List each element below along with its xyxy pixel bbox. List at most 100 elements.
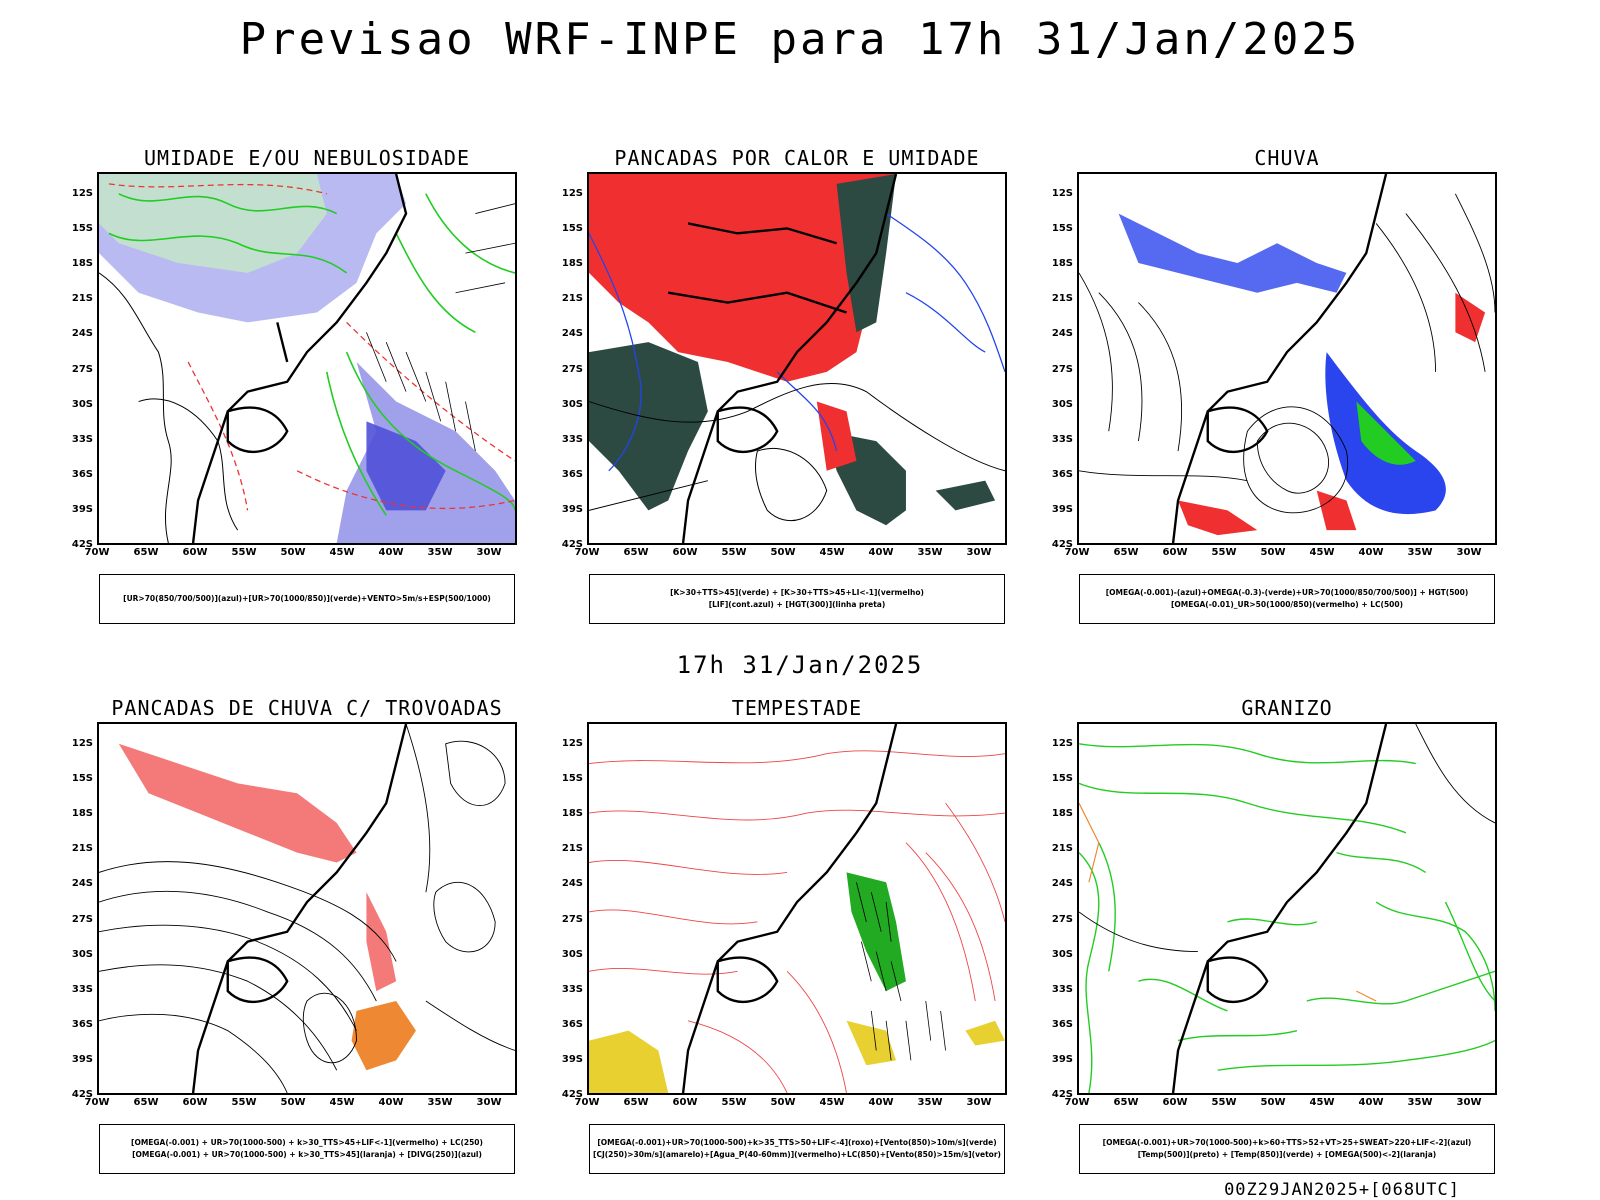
- forecast-time-label: 17h 31/Jan/2025: [676, 651, 924, 679]
- lat-tick-label: 21S: [71, 843, 93, 855]
- panel-legend: [OMEGA(-0.001)+UR>70(1000-500)+k>35_TTS>…: [589, 1124, 1005, 1174]
- lat-tick-label: 36S: [1051, 468, 1073, 480]
- panel-legend: [UR>70(850/700/500)](azul)+[UR>70(1000/8…: [99, 574, 515, 624]
- lon-axis: 70W 65W 60W 55W 50W 45W 40W 35W 30W: [575, 1097, 1007, 1111]
- lon-tick-label: 50W: [280, 547, 306, 558]
- lon-tick-label: 45W: [819, 1097, 845, 1108]
- lat-tick-label: 42S: [561, 539, 583, 550]
- lon-tick-label: 40W: [868, 547, 894, 558]
- panel-title: TEMPESTADE: [731, 696, 863, 720]
- lat-tick-label: 12S: [1051, 738, 1073, 749]
- panel-tempestade: TEMPESTADE 12S 15S 18S 21S 24S 27S 30S 33S 36S 39…: [547, 696, 1037, 1176]
- map-graphic: [99, 724, 515, 1093]
- lat-tick-label: 30S: [1051, 948, 1073, 960]
- lon-tick-label: 35W: [917, 1097, 943, 1108]
- lon-tick-label: 40W: [378, 1097, 404, 1108]
- map-graphic: [589, 724, 1005, 1093]
- lat-tick-label: 24S: [1051, 878, 1073, 890]
- panel-legend: [OMEGA(-0.001)-(azul)+OMEGA(-0.3)-(verde…: [1079, 574, 1495, 624]
- lon-tick-label: 65W: [133, 547, 159, 558]
- lat-tick-label: 33S: [1051, 433, 1073, 445]
- lon-tick-label: 30W: [476, 547, 502, 558]
- lat-axis: 12S 15S 18S 21S 24S 27S 30S 33S 36S 39S 42S: [1037, 722, 1075, 1100]
- lat-tick-label: 24S: [561, 328, 583, 340]
- lat-tick-label: 39S: [561, 1053, 583, 1065]
- lon-tick-label: 30W: [1456, 1097, 1482, 1108]
- panel-legend: [OMEGA(-0.001) + UR>70(1000-500) + k>30_…: [99, 1124, 515, 1174]
- lat-tick-label: 24S: [71, 878, 93, 890]
- lon-tick-label: 40W: [378, 547, 404, 558]
- map-tempestade: [587, 722, 1007, 1095]
- lat-tick-label: 42S: [71, 539, 93, 550]
- lat-tick-label: 18S: [1051, 808, 1073, 820]
- lon-axis: 70W 65W 60W 55W 50W 45W 40W 35W 30W: [1065, 547, 1497, 561]
- lat-tick-label: 33S: [71, 433, 93, 445]
- panel-title: PANCADAS POR CALOR E UMIDADE: [614, 146, 980, 170]
- lat-tick-label: 15S: [71, 773, 93, 785]
- lat-axis: 12S 15S 18S 21S 24S 27S 30S 33S 36S 39S 42S: [57, 722, 95, 1100]
- lon-tick-label: 60W: [182, 1097, 208, 1108]
- lat-tick-label: 21S: [1051, 293, 1073, 305]
- panel-chuva: CHUVA 12S 15S 18S 21S 24S 27S 30S 33S 36S 39S 42S: [1037, 146, 1527, 626]
- panel-title: CHUVA: [1254, 146, 1320, 170]
- lon-tick-label: 45W: [329, 547, 355, 558]
- lat-tick-label: 36S: [71, 1018, 93, 1030]
- legend-line: [OMEGA(-0.001)+UR>70(1000-500)+k>60+TTS>…: [1102, 1138, 1472, 1147]
- lat-tick-label: 18S: [561, 808, 583, 820]
- lat-tick-label: 15S: [71, 223, 93, 235]
- map-graphic: [1079, 724, 1495, 1093]
- lat-tick-label: 36S: [1051, 1018, 1073, 1030]
- lat-tick-label: 27S: [1051, 913, 1073, 925]
- lat-axis: 12S 15S 18S 21S 24S 27S 30S 33S 36S 39S 42S: [1037, 172, 1075, 550]
- lat-tick-label: 39S: [71, 503, 93, 515]
- lat-tick-label: 42S: [1051, 1089, 1073, 1100]
- lat-tick-label: 39S: [71, 1053, 93, 1065]
- lat-tick-label: 42S: [561, 1089, 583, 1100]
- lat-tick-label: 15S: [1051, 223, 1073, 235]
- lon-tick-label: 35W: [427, 547, 453, 558]
- lon-tick-label: 45W: [819, 547, 845, 558]
- lon-tick-label: 40W: [868, 1097, 894, 1108]
- lat-tick-label: 33S: [1051, 983, 1073, 995]
- lon-tick-label: 65W: [133, 1097, 159, 1108]
- lon-tick-label: 65W: [1113, 1097, 1139, 1108]
- lat-tick-label: 27S: [561, 913, 583, 925]
- legend-line: [OMEGA(-0.001) + UR>70(1000-500) + k>30_…: [131, 1138, 483, 1147]
- panel-legend: [OMEGA(-0.001)+UR>70(1000-500)+k>60+TTS>…: [1079, 1124, 1495, 1174]
- lon-tick-label: 65W: [1113, 547, 1139, 558]
- lon-tick-label: 70W: [84, 547, 110, 558]
- map-granizo: [1077, 722, 1497, 1095]
- lat-tick-label: 12S: [561, 738, 583, 749]
- lon-tick-label: 50W: [1260, 547, 1286, 558]
- lat-tick-label: 33S: [561, 433, 583, 445]
- map-graphic: [1079, 174, 1495, 543]
- lon-tick-label: 35W: [917, 547, 943, 558]
- main-title: Previsao WRF-INPE para 17h 31/Jan/2025: [239, 14, 1361, 65]
- lon-tick-label: 45W: [329, 1097, 355, 1108]
- lon-tick-label: 30W: [966, 1097, 992, 1108]
- run-timestamp: 00Z29JAN2025+[068UTC]: [1224, 1180, 1460, 1200]
- lon-tick-label: 55W: [721, 1097, 747, 1108]
- lat-tick-label: 18S: [71, 808, 93, 820]
- lon-tick-label: 70W: [574, 1097, 600, 1108]
- lon-tick-label: 65W: [623, 1097, 649, 1108]
- lat-tick-label: 18S: [1051, 258, 1073, 270]
- lat-tick-label: 15S: [561, 773, 583, 785]
- legend-line: [OMEGA(-0.001)-(azul)+OMEGA(-0.3)-(verde…: [1105, 588, 1469, 597]
- lat-tick-label: 27S: [1051, 363, 1073, 375]
- panel-granizo: GRANIZO 12S 15S 18S 21S 24S 27S 30S 33S 36S 39S 42…: [1037, 696, 1527, 1176]
- lat-tick-label: 36S: [561, 468, 583, 480]
- lat-tick-label: 39S: [561, 503, 583, 515]
- lat-tick-label: 27S: [71, 913, 93, 925]
- lat-tick-label: 42S: [1051, 539, 1073, 550]
- lat-tick-label: 21S: [561, 843, 583, 855]
- panel-title: UMIDADE E/OU NEBULOSIDADE: [143, 146, 471, 170]
- lon-tick-label: 35W: [1407, 547, 1433, 558]
- panel-pancadas-calor: PANCADAS POR CALOR E UMIDADE 12S 15S 18S 21…: [547, 146, 1037, 626]
- lon-tick-label: 50W: [280, 1097, 306, 1108]
- lon-tick-label: 70W: [84, 1097, 110, 1108]
- lat-tick-label: 33S: [561, 983, 583, 995]
- map-pancadas-calor: [587, 172, 1007, 545]
- lon-tick-label: 40W: [1358, 547, 1384, 558]
- panel-title: PANCADAS DE CHUVA C/ TROVOADAS: [111, 696, 503, 720]
